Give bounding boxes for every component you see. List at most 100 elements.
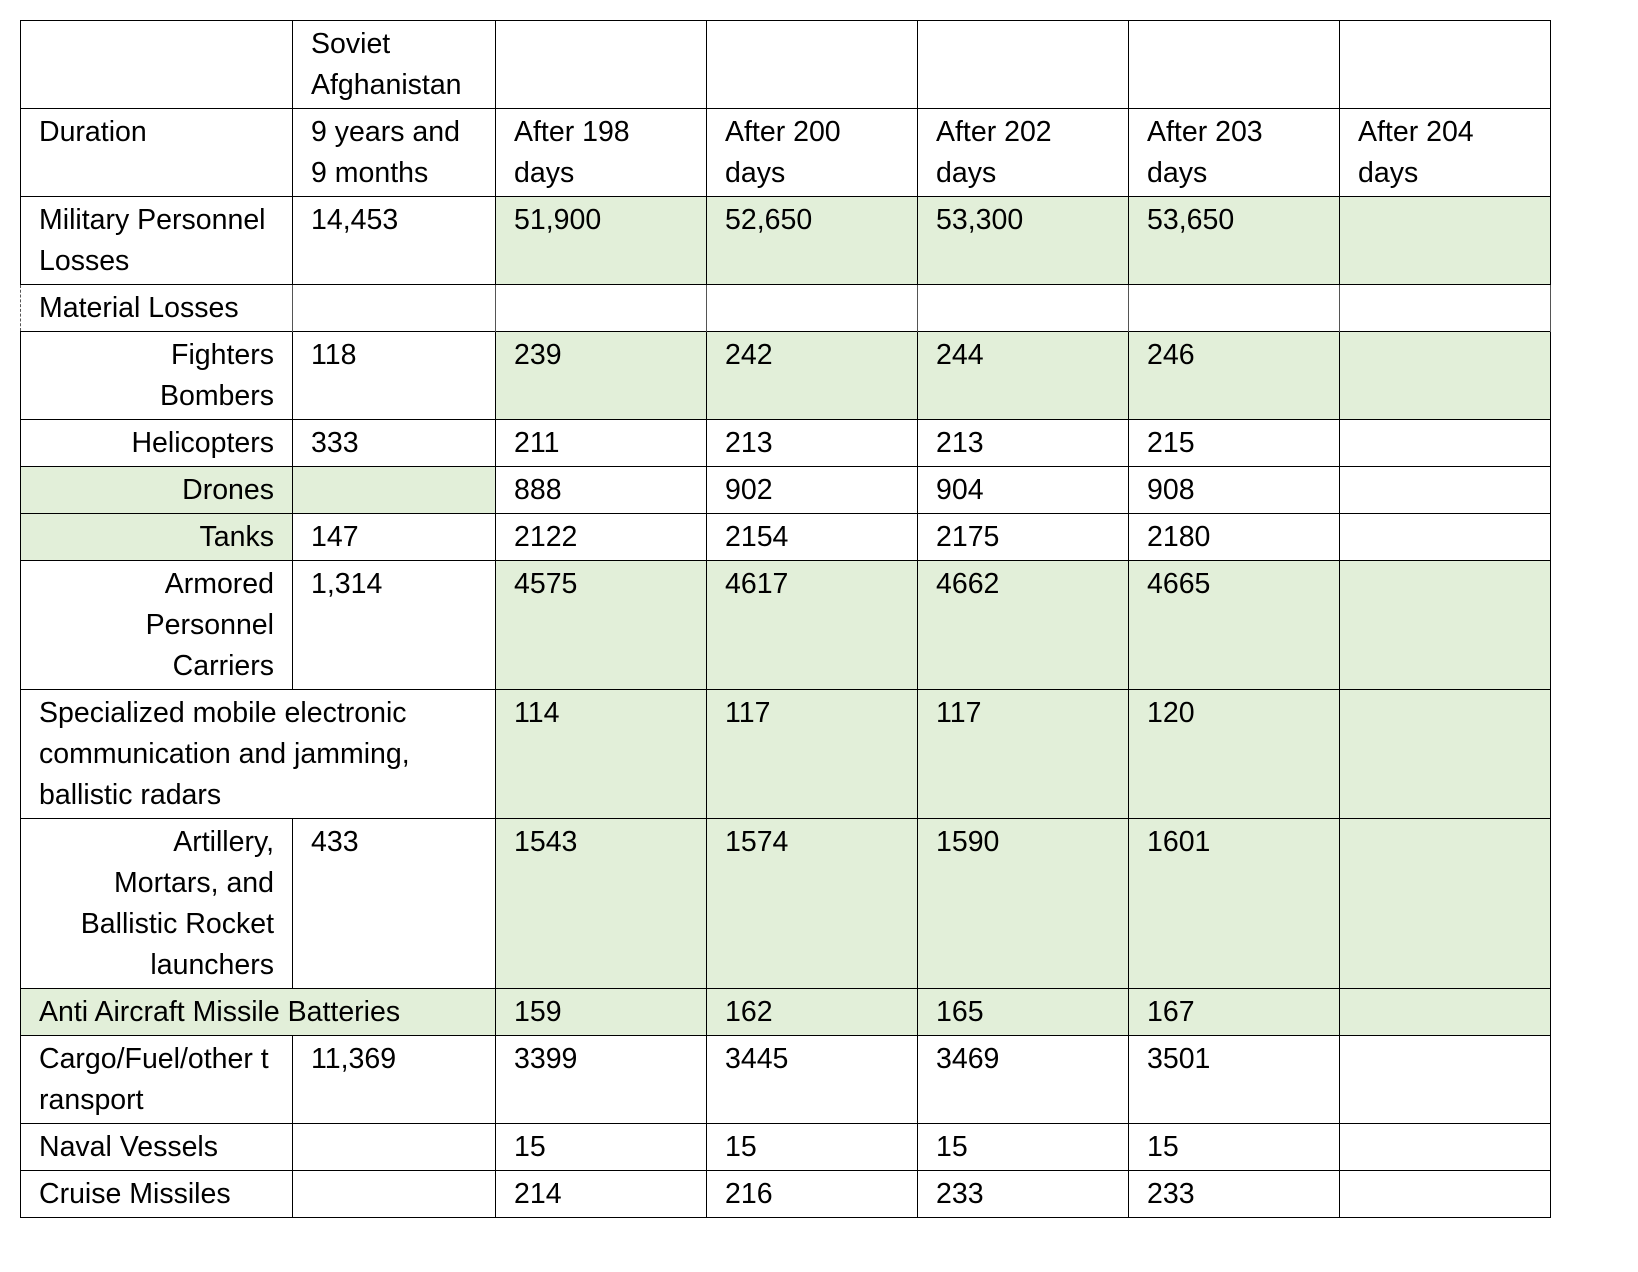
value-cell: 4617 (706, 560, 918, 690)
table-cell (1339, 20, 1551, 109)
period-header: After 202 days (917, 108, 1129, 197)
value-cell: 15 (1128, 1123, 1340, 1171)
row-label: Armored Personnel Carriers (20, 560, 293, 690)
table-cell (706, 20, 918, 109)
value-cell: 3501 (1128, 1035, 1340, 1124)
table-cell (917, 20, 1129, 109)
table-cell (1128, 284, 1340, 332)
table-row: Material Losses (20, 284, 1551, 332)
value-cell: 15 (917, 1123, 1129, 1171)
value-cell: 2175 (917, 513, 1129, 561)
table-cell (917, 284, 1129, 332)
value-cell: 159 (495, 988, 707, 1036)
soviet-value: 14,453 (292, 196, 496, 285)
value-cell: 213 (706, 419, 918, 467)
value-cell (1339, 1170, 1551, 1218)
soviet-value: 1,314 (292, 560, 496, 690)
value-cell: 902 (706, 466, 918, 514)
table-row: Fighters Bombers 118 239 242 244 246 (20, 331, 1551, 420)
value-cell (1339, 466, 1551, 514)
table-row: Cruise Missiles 214 216 233 233 (20, 1170, 1551, 1218)
value-cell: 167 (1128, 988, 1340, 1036)
table-row: Soviet Afghanistan (20, 20, 1551, 109)
value-cell: 246 (1128, 331, 1340, 420)
table-row: Tanks 147 2122 2154 2175 2180 (20, 513, 1551, 561)
value-cell: 53,650 (1128, 196, 1340, 285)
period-header: After 203 days (1128, 108, 1340, 197)
value-cell: 52,650 (706, 196, 918, 285)
value-cell: 1601 (1128, 818, 1340, 989)
value-cell: 233 (917, 1170, 1129, 1218)
value-cell: 120 (1128, 689, 1340, 819)
row-label: Drones (20, 466, 293, 514)
soviet-header: Soviet Afghanistan (292, 20, 496, 109)
value-cell: 53,300 (917, 196, 1129, 285)
value-cell (1339, 818, 1551, 989)
value-cell (1339, 513, 1551, 561)
soviet-value: 11,369 (292, 1035, 496, 1124)
period-header: After 200 days (706, 108, 918, 197)
value-cell: 51,900 (495, 196, 707, 285)
section-label: Material Losses (20, 284, 293, 332)
value-cell: 233 (1128, 1170, 1340, 1218)
row-label: Fighters Bombers (20, 331, 293, 420)
row-label: Cruise Missiles (20, 1170, 293, 1218)
value-cell: 3445 (706, 1035, 918, 1124)
table-row: Naval Vessels 15 15 15 15 (20, 1123, 1551, 1171)
table-row: Anti Aircraft Missile Batteries 159 162 … (20, 988, 1551, 1036)
soviet-value: 147 (292, 513, 496, 561)
table-row: Artillery, Mortars, and Ballistic Rocket… (20, 818, 1551, 989)
value-cell: 214 (495, 1170, 707, 1218)
table-row: Duration 9 years and 9 months After 198 … (20, 108, 1551, 197)
value-cell: 888 (495, 466, 707, 514)
value-cell: 114 (495, 689, 707, 819)
value-cell: 244 (917, 331, 1129, 420)
value-cell: 1543 (495, 818, 707, 989)
value-cell: 3469 (917, 1035, 1129, 1124)
value-cell: 908 (1128, 466, 1340, 514)
row-label: Artillery, Mortars, and Ballistic Rocket… (20, 818, 293, 989)
table-row: Specialized mobile electronic communicat… (20, 689, 1551, 819)
value-cell: 4662 (917, 560, 1129, 690)
value-cell (1339, 1035, 1551, 1124)
period-header: After 198 days (495, 108, 707, 197)
table-cell (495, 284, 707, 332)
value-cell (1339, 560, 1551, 690)
soviet-value (292, 466, 496, 514)
soviet-value: 118 (292, 331, 496, 420)
table-row: Drones 888 902 904 908 (20, 466, 1551, 514)
table-row: Armored Personnel Carriers 1,314 4575 46… (20, 560, 1551, 690)
value-cell: 117 (706, 689, 918, 819)
table-row: Cargo/Fuel/other transport 11,369 3399 3… (20, 1035, 1551, 1124)
table-cell (1339, 284, 1551, 332)
row-label: Helicopters (20, 419, 293, 467)
value-cell: 2122 (495, 513, 707, 561)
period-header: After 204 days (1339, 108, 1551, 197)
value-cell: 3399 (495, 1035, 707, 1124)
table-cell (495, 20, 707, 109)
value-cell: 215 (1128, 419, 1340, 467)
value-cell: 213 (917, 419, 1129, 467)
soviet-duration: 9 years and 9 months (292, 108, 496, 197)
value-cell (1339, 419, 1551, 467)
value-cell (1339, 1123, 1551, 1171)
value-cell: 117 (917, 689, 1129, 819)
row-label: Military Personnel Losses (20, 196, 293, 285)
table-row: Military Personnel Losses 14,453 51,900 … (20, 196, 1551, 285)
losses-table: Soviet Afghanistan Duration 9 years and … (20, 20, 1551, 1218)
value-cell: 2154 (706, 513, 918, 561)
row-label: Cargo/Fuel/other transport (20, 1035, 293, 1124)
value-cell: 216 (706, 1170, 918, 1218)
row-label: Specialized mobile electronic communicat… (20, 689, 496, 819)
value-cell: 165 (917, 988, 1129, 1036)
value-cell: 4665 (1128, 560, 1340, 690)
table-cell (20, 20, 293, 109)
duration-label: Duration (20, 108, 293, 197)
value-cell: 1590 (917, 818, 1129, 989)
value-cell: 242 (706, 331, 918, 420)
row-label: Tanks (20, 513, 293, 561)
value-cell: 15 (495, 1123, 707, 1171)
soviet-value: 433 (292, 818, 496, 989)
value-cell: 2180 (1128, 513, 1340, 561)
table-cell (706, 284, 918, 332)
